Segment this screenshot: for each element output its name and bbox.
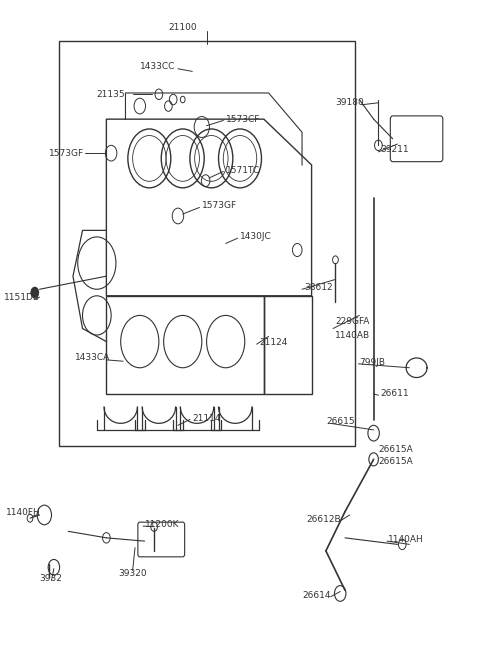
Text: 26615A: 26615A [378, 445, 413, 454]
FancyBboxPatch shape [390, 116, 443, 162]
FancyBboxPatch shape [138, 522, 185, 557]
Text: 1573CF: 1573CF [226, 115, 260, 124]
Text: 39320: 39320 [118, 569, 147, 578]
Text: 1140AH: 1140AH [388, 535, 424, 544]
Text: 21135: 21135 [97, 90, 125, 99]
Text: 26615A: 26615A [378, 457, 413, 466]
Text: 1430JC: 1430JC [240, 233, 272, 241]
Text: 21100: 21100 [168, 23, 197, 32]
Text: 1573GF: 1573GF [202, 201, 237, 210]
Text: 1140AB: 1140AB [336, 330, 371, 340]
Text: 39180: 39180 [336, 99, 364, 107]
Text: 1151DB: 1151DB [4, 292, 40, 302]
Text: 1573GF: 1573GF [49, 148, 84, 158]
Text: 229GFA: 229GFA [336, 317, 370, 327]
Text: 26611: 26611 [381, 390, 409, 398]
Text: 1140FH: 1140FH [6, 509, 41, 518]
Text: 1433CC: 1433CC [140, 62, 175, 72]
Bar [59, 41, 355, 446]
Circle shape [31, 287, 38, 298]
Text: 799JB: 799JB [360, 358, 385, 367]
Text: 11200K: 11200K [144, 520, 179, 530]
Text: 26615: 26615 [326, 417, 355, 426]
Text: 3932: 3932 [39, 574, 62, 583]
Text: 1433CA: 1433CA [75, 353, 110, 363]
Text: 1571TC: 1571TC [226, 166, 260, 175]
Text: 38612: 38612 [304, 283, 333, 292]
Text: 26612B: 26612B [307, 515, 341, 524]
Text: 39211: 39211 [381, 145, 409, 154]
Text: 21114: 21114 [192, 414, 221, 422]
Text: 26614: 26614 [302, 591, 331, 600]
Text: 21124: 21124 [259, 338, 288, 348]
